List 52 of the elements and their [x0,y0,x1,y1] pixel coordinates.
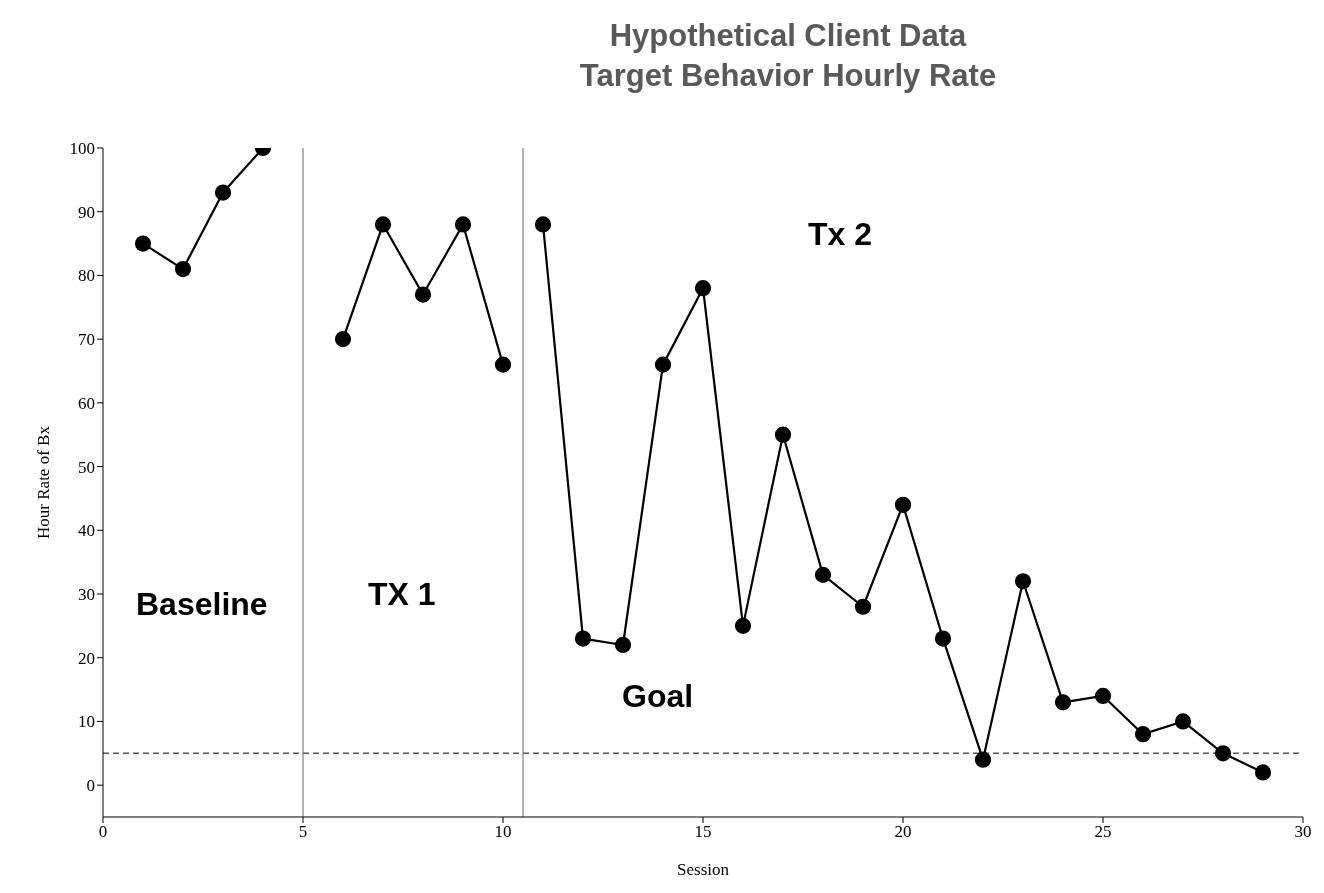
y-tick-label: 90 [78,202,95,222]
x-tick-label: 5 [298,822,308,842]
point [934,630,952,647]
x-tick-label: 20 [894,822,912,842]
point [774,426,792,443]
point [174,260,192,278]
y-tick-label: 30 [78,585,95,605]
point [1054,694,1072,711]
annotation: TX 1 [368,576,436,613]
y-tick-label: 70 [78,330,95,350]
y-tick-label: 0 [86,776,95,796]
point [134,235,152,252]
x-axis-title: Session [677,860,730,879]
point [734,617,752,634]
point [494,356,512,373]
point [414,286,432,303]
point [1174,713,1192,730]
y-tick-label: 80 [78,266,95,286]
annotation: Goal [622,678,694,715]
point [214,184,232,201]
point [1254,764,1272,781]
point [334,331,352,348]
point [1134,726,1152,743]
y-tick-label: 10 [78,712,95,732]
y-tick-label: 100 [69,139,95,159]
point [454,216,472,233]
y-tick-label: 40 [78,521,95,541]
point [854,598,872,615]
y-tick-label: 60 [78,393,95,413]
point [534,216,552,233]
chart-title: Hypothetical Client Data Target Behavior Hourly Rate [578,17,998,95]
point [894,496,912,513]
point [654,356,672,373]
point [814,566,832,583]
x-tick-label: 30 [1294,822,1312,842]
annotation: Baseline [136,586,268,623]
point [974,751,992,768]
point [1014,573,1032,590]
point [1094,687,1112,705]
point [614,636,632,654]
x-tick-label: 10 [494,822,512,842]
point [694,280,712,297]
y-tick-label: 20 [78,648,95,668]
annotation: Tx 2 [808,216,873,253]
point [1214,745,1232,762]
x-tick-label: 15 [694,822,712,842]
y-tick-label: 50 [78,457,95,477]
y-axis-title: Hour Rate of Bx [34,425,54,539]
x-tick-label: 25 [1094,822,1112,842]
x-tick-label: 0 [98,822,108,842]
point [574,630,592,647]
point [374,216,392,233]
